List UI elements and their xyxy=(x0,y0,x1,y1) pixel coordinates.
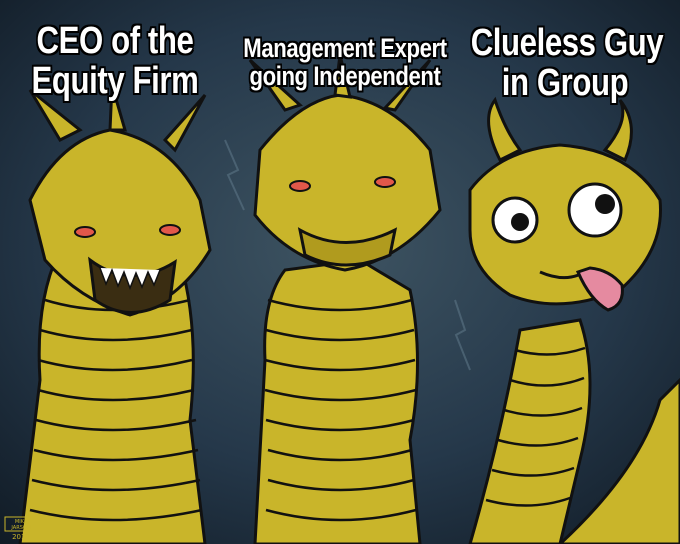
caption-left: CEO of the Equity Firm xyxy=(21,20,210,102)
signature-year: 2019 xyxy=(12,533,30,541)
caption-right-line-1: Clueless Guy xyxy=(470,22,664,64)
caption-left-line-2: Equity Firm xyxy=(31,59,199,102)
caption-middle-line-2: going Independent xyxy=(249,61,441,92)
artist-signature: MIKE JARSON 2019 xyxy=(4,516,38,541)
caption-left-line-1: CEO of the xyxy=(36,20,194,62)
signature-line-1: MIKE xyxy=(15,519,27,525)
signature-line-2: JARSON xyxy=(10,525,30,531)
caption-middle-line-1: Management Expert xyxy=(243,33,447,63)
left-dragon-head xyxy=(18,84,212,544)
caption-right: Clueless Guy in Group xyxy=(470,22,664,104)
right-dragon-head xyxy=(468,96,680,544)
middle-dragon-head xyxy=(248,54,442,544)
caption-middle: Management Expert going Independent xyxy=(243,34,448,91)
caption-right-line-2: in Group xyxy=(501,61,629,104)
